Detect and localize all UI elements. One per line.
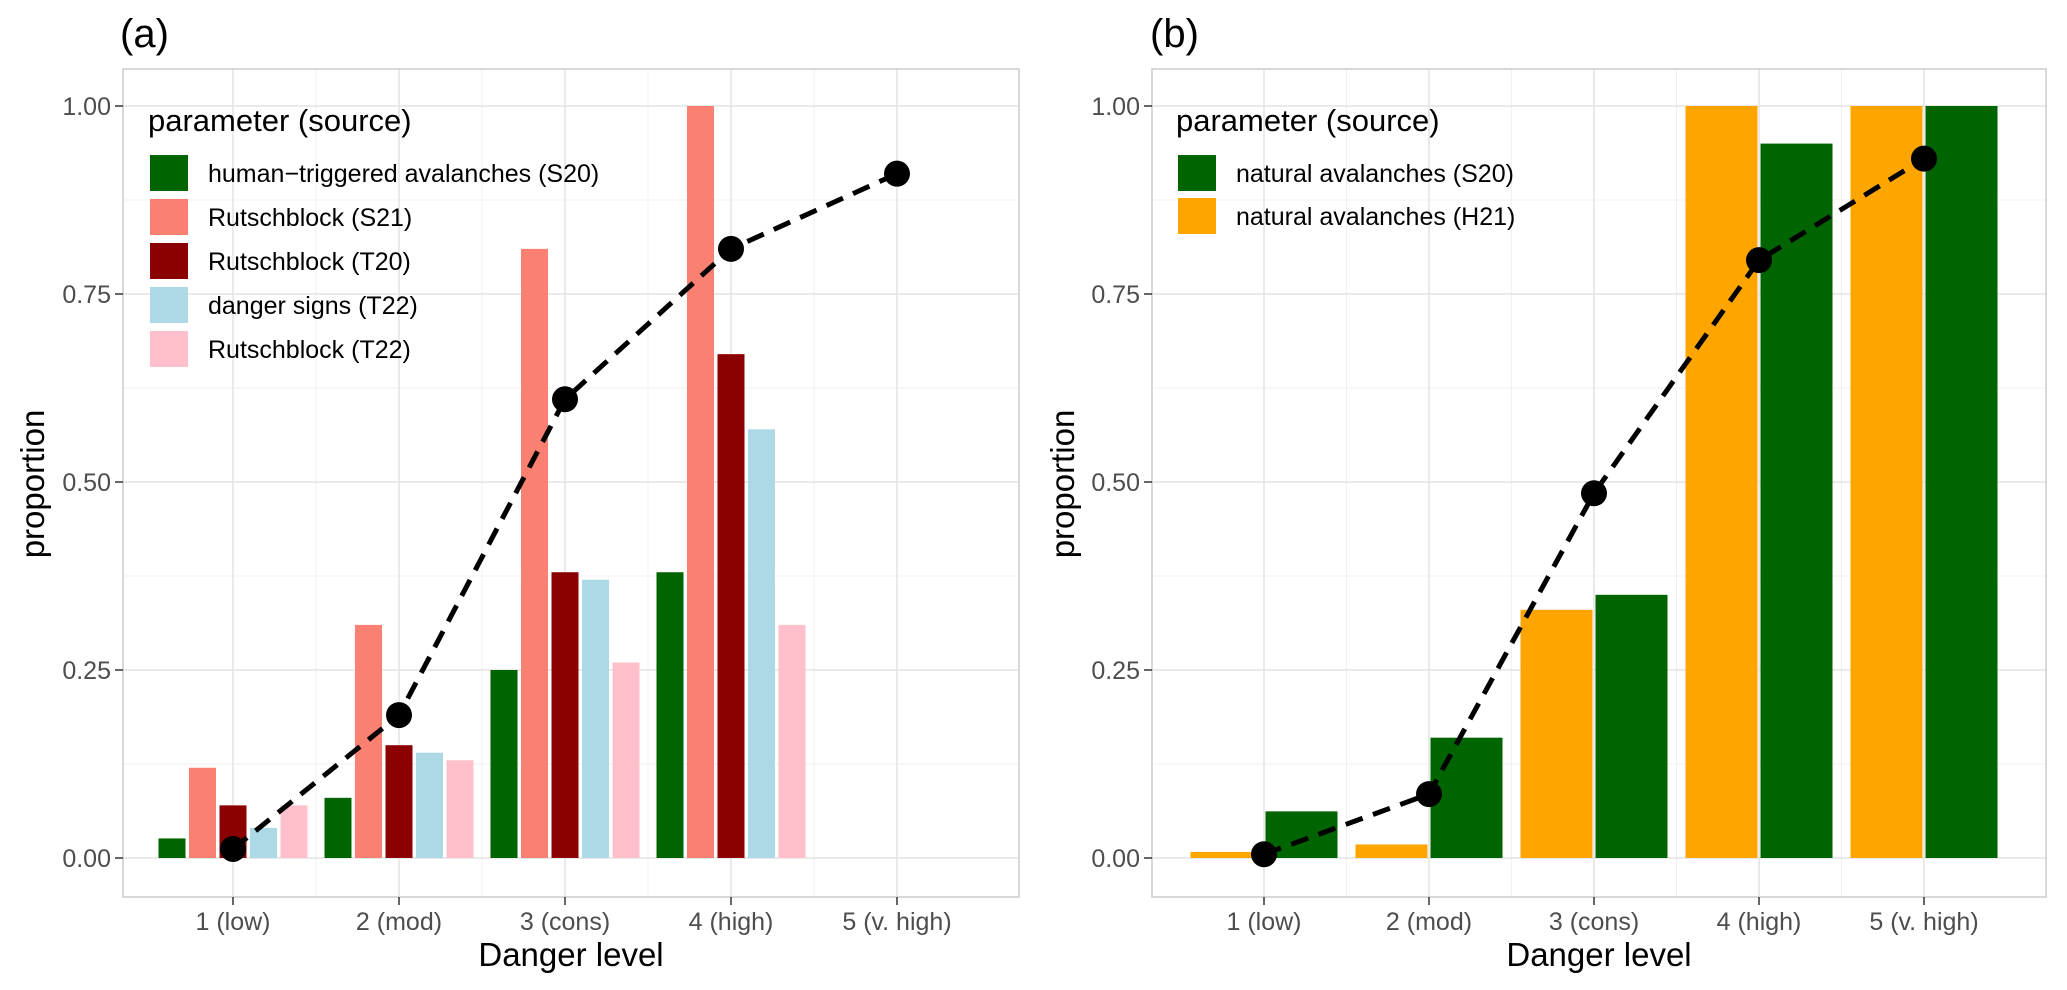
panel-a-legend-label: Rutschblock (T20): [208, 248, 411, 276]
panel-a-legend-swatch: [150, 243, 188, 279]
panel-b-legend-items: natural avalanches (S20) natural avalanch…: [1178, 155, 1515, 234]
panel-b-y-tick-label: 1.00: [1091, 93, 1140, 121]
panel-b-bar: [1850, 106, 1923, 858]
panel-a-y-tick-label: 0.50: [62, 469, 111, 497]
panel-a-bar: [717, 354, 745, 858]
panel-a-bar: [612, 662, 640, 858]
panel-b-y-tick-label: 0.75: [1091, 281, 1140, 309]
panel-a-legend-swatch: [150, 331, 188, 367]
panel-a-bar: [158, 838, 186, 858]
panel-a-bar: [250, 827, 277, 858]
panel-a-y-tick-label: 0.75: [62, 281, 111, 309]
panel-b-frame: [1151, 68, 2047, 898]
panel-a-bar: [280, 805, 308, 858]
panel-b-bar: [1190, 851, 1263, 858]
panel-b-bars: [1190, 106, 1998, 859]
panel-a-legend-swatch: [150, 287, 188, 323]
panel-a-x-tick-label: 2 (mod): [356, 908, 442, 936]
panel-a-bar: [656, 572, 684, 858]
panel-b-legend-label: natural avalanches (S20): [1236, 160, 1514, 188]
panel-b-legend-label: natural avalanches (H21): [1236, 203, 1515, 231]
panel-a-bar: [385, 745, 413, 858]
panel-a-bar: [748, 429, 775, 858]
panel-a-legend-label: Rutschblock (T22): [208, 336, 411, 364]
panel-a-legend-label: danger signs (T22): [208, 292, 418, 320]
panel-b-y-tick-label: 0.25: [1091, 657, 1140, 685]
panel-b-x-tick-label: 4 (high): [1717, 908, 1802, 936]
panel-b-bar: [1355, 844, 1428, 858]
panel-b-trend-point: [1581, 480, 1607, 507]
panel-a-bar: [189, 767, 216, 858]
panel-a-y-ticks: 0.00 0.25 0.50 0.75 1.00: [62, 93, 123, 873]
panel-b-bar: [1595, 594, 1668, 858]
panel-b-trend-line: [1263, 156, 1926, 857]
panel-a-x-tick-label: 4 (high): [689, 908, 774, 936]
panel-a-trend-line: [231, 171, 899, 851]
panel-b-bar: [1760, 143, 1833, 859]
panel-b-bar: [1685, 106, 1758, 858]
panel-a-bar: [582, 579, 609, 858]
panel-b-y-ticks: 0.00 0.25 0.50 0.75 1.00: [1091, 93, 1152, 873]
panel-a-y-tick-label: 0.25: [62, 657, 111, 685]
panel-b-x-ticks: 1 (low) 2 (mod) 3 (cons) 4 (high) 5 (v. high…: [1226, 897, 1979, 936]
panel-a: (a) 0.00 0.25 0.50 0.75 1.00 1 (low) 2 (mod) 3…: [14, 12, 1020, 973]
panel-b-trend-point: [1416, 781, 1442, 808]
panel-b-legend: parameter (source) natural avalanches (S…: [1176, 103, 1515, 234]
panel-a-x-tick-label: 1 (low): [195, 908, 270, 936]
panel-b-bar: [1925, 106, 1998, 858]
panel-b-trend-point: [1251, 841, 1277, 868]
panel-a-x-ticks: 1 (low) 2 (mod) 3 (cons) 4 (high) 5 (v. high…: [195, 897, 952, 936]
panel-a-legend-items: human−triggered avalanches (S20) Rutschbl…: [150, 155, 599, 367]
panel-b-legend-swatch: [1178, 155, 1216, 191]
panel-a-bar: [355, 624, 382, 858]
panel-a-bar: [416, 752, 443, 858]
panel-a-x-tick-label: 3 (cons): [520, 908, 610, 936]
panel-b-x-tick-label: 1 (low): [1226, 908, 1301, 936]
panel-b-x-tick-label: 2 (mod): [1386, 908, 1472, 936]
panel-a-bar: [687, 106, 714, 858]
panel-a-legend-swatch: [150, 155, 188, 191]
panel-a-trend-point: [386, 702, 412, 729]
panel-a-x-axis-title: Danger level: [478, 936, 663, 973]
panel-a-y-tick-label: 0.00: [62, 845, 111, 873]
panel-b-y-axis-title: proportion: [1044, 410, 1081, 559]
panel-a-trend-point: [552, 386, 578, 413]
panel-b-trend-point: [1746, 247, 1772, 274]
panel-a-legend-label: human−triggered avalanches (S20): [208, 160, 599, 188]
panel-b-x-axis-title: Danger level: [1506, 936, 1691, 973]
panel-a-legend-swatch: [150, 199, 188, 235]
panel-b-tag: (b): [1150, 12, 1199, 56]
panel-a-bar: [324, 797, 352, 858]
panel-b-x-tick-label: 3 (cons): [1549, 908, 1639, 936]
panel-a-trend-point: [220, 835, 246, 862]
panel-b-trend: [1251, 145, 1937, 868]
panel-a-y-axis-title: proportion: [14, 410, 51, 559]
panel-a-legend-label: Rutschblock (S21): [208, 204, 412, 232]
panel-b: (b) 0.00 0.25 0.50 0.75 1.00 1 (low) 2 (mod) 3…: [1044, 12, 2047, 973]
panel-b-legend-swatch: [1178, 198, 1216, 234]
panel-a-trend: [220, 160, 910, 862]
panel-a-legend-title: parameter (source): [148, 103, 412, 138]
panel-b-bar: [1430, 737, 1503, 858]
panel-a-bar: [521, 248, 548, 858]
panel-a-bar: [778, 624, 806, 858]
panel-b-x-tick-label: 5 (v. high): [1869, 908, 1978, 936]
panel-a-legend: parameter (source) human−triggered avala…: [148, 103, 599, 367]
panel-a-trend-point: [718, 235, 744, 262]
panel-a-tag: (a): [120, 12, 169, 56]
panel-a-trend-point: [884, 160, 910, 187]
panel-a-frame: [122, 68, 1020, 898]
panel-a-y-tick-label: 1.00: [62, 93, 111, 121]
panel-a-bar: [490, 670, 518, 858]
panel-b-y-tick-label: 0.00: [1091, 845, 1140, 873]
panel-b-trend-point: [1911, 145, 1937, 172]
panel-b-bar: [1520, 609, 1593, 858]
panel-b-y-tick-label: 0.50: [1091, 469, 1140, 497]
panel-a-bars: [158, 106, 806, 858]
panel-a-x-tick-label: 5 (v. high): [842, 908, 951, 936]
panel-a-bar: [551, 572, 579, 858]
panel-b-legend-title: parameter (source): [1176, 103, 1440, 138]
panel-a-bar: [446, 760, 474, 858]
